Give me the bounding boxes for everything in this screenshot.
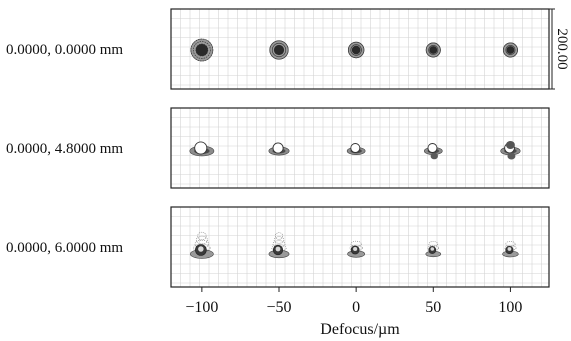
spot-ring	[427, 143, 438, 153]
field-label: 0.0000, 4.8000 mm	[6, 141, 123, 157]
spot	[190, 231, 214, 259]
spot-ring	[502, 42, 518, 58]
spot	[189, 141, 215, 157]
spot-ring	[272, 142, 284, 154]
spot	[347, 240, 366, 258]
spot-ring	[271, 42, 287, 58]
spot	[268, 232, 290, 259]
panel-grid	[171, 108, 549, 188]
spot-core	[351, 45, 361, 55]
spot-ring	[505, 44, 516, 55]
field-label: 0.0000, 0.0000 mm	[6, 42, 123, 58]
spot-flare	[273, 236, 285, 244]
x-tick-label: 50	[425, 299, 441, 316]
field-panel: 0.0000, 6.0000 mm	[6, 206, 550, 288]
spot-flare	[193, 243, 211, 253]
x-axis-title: Defocus/µm	[320, 321, 400, 338]
spot-flare	[272, 240, 286, 248]
spot-core	[429, 46, 438, 54]
spot	[502, 42, 518, 58]
spot-highlight	[275, 246, 281, 252]
panel-border	[170, 206, 550, 288]
spot-ring	[269, 40, 289, 60]
x-tick-label: 0	[352, 299, 360, 316]
spot-ring	[347, 41, 365, 59]
spot-ring	[190, 38, 214, 62]
spot	[190, 38, 214, 62]
spot-flare	[349, 244, 363, 252]
spot-highlight	[507, 247, 512, 251]
spot-flare	[505, 241, 516, 247]
spot-ring	[350, 44, 362, 56]
spot-core	[506, 46, 515, 54]
spot-highlight	[198, 246, 204, 252]
field-panel: 0.0000, 4.8000 mm	[6, 107, 550, 189]
spot	[269, 40, 289, 60]
spot	[268, 142, 290, 156]
spot-tail	[430, 152, 438, 160]
panel-border	[170, 8, 550, 90]
spot-head	[505, 140, 515, 150]
spot-ring	[425, 42, 441, 58]
spot-flare	[195, 235, 208, 245]
spot-tail	[507, 152, 516, 160]
x-tick-label: 100	[498, 299, 522, 316]
spot	[425, 241, 442, 258]
spot-core	[273, 44, 285, 56]
spot	[500, 140, 521, 160]
field-label: 0.0000, 6.0000 mm	[6, 240, 123, 256]
scale-label: 200.00	[554, 28, 570, 69]
spot	[347, 41, 365, 59]
spot	[346, 143, 366, 155]
spot-ring	[350, 143, 361, 153]
panel-grid	[171, 9, 549, 89]
spot	[423, 143, 443, 160]
spot-ring	[193, 41, 211, 59]
spot-core	[195, 43, 208, 57]
panel-grid	[171, 207, 549, 287]
spot-flare	[197, 231, 207, 241]
spot	[425, 42, 441, 58]
spot-ring	[194, 141, 208, 155]
spot	[502, 241, 519, 258]
panel-border	[170, 107, 550, 189]
spot-highlight	[353, 246, 358, 252]
x-tick-label: −50	[266, 299, 291, 316]
spot-flare	[274, 232, 284, 240]
field-panel: 0.0000, 0.0000 mm	[6, 8, 550, 90]
spot-highlight	[430, 247, 435, 251]
spot-ring	[428, 44, 439, 55]
x-tick-label: −100	[185, 299, 218, 316]
spot-flare	[428, 241, 439, 247]
